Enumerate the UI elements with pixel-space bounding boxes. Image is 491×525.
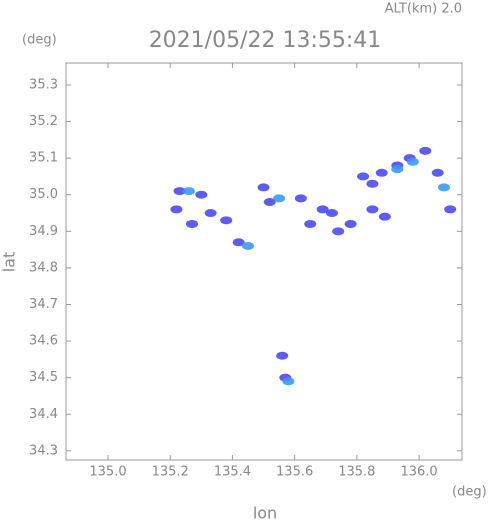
y-tick-label: 34.6 (29, 334, 58, 349)
y-tick-label: 34.8 (29, 260, 58, 275)
x-tick-label: 135.2 (152, 465, 189, 480)
echo (437, 183, 450, 192)
echo (419, 146, 432, 155)
altitude-label: ALT(km) 2.0 (385, 2, 462, 17)
echo (366, 205, 379, 214)
echo (173, 187, 186, 196)
echo (263, 198, 276, 207)
y-tick-label: 35.1 (29, 151, 58, 166)
echo (276, 351, 289, 360)
x-unit: (deg) (452, 485, 487, 500)
echo (316, 205, 329, 214)
echo (444, 205, 457, 214)
echo (232, 238, 245, 247)
echo (273, 194, 286, 203)
echo (332, 227, 345, 236)
plot-frame (65, 62, 463, 461)
y-tick-label: 35.3 (29, 77, 58, 92)
echo (257, 183, 270, 192)
echo (378, 212, 391, 221)
echo (185, 219, 198, 228)
y-tick-label: 34.5 (29, 370, 58, 385)
echo (366, 179, 379, 188)
y-unit: (deg) (22, 33, 57, 48)
y-tick-label: 34.7 (29, 297, 58, 312)
echo (220, 216, 233, 225)
y-tick-label: 35.2 (29, 114, 58, 129)
x-tick-label: 135.0 (89, 465, 126, 480)
x-tick-label: 135.4 (214, 465, 251, 480)
echo (241, 241, 254, 250)
chart-title: 2021/05/22 13:55:41 (149, 28, 382, 53)
echo (391, 165, 404, 174)
y-tick-label: 35.0 (29, 187, 58, 202)
x-tick-label: 135.8 (338, 465, 375, 480)
x-tick-label: 136.0 (400, 465, 437, 480)
echo (406, 157, 419, 166)
echo (195, 190, 208, 199)
echo (282, 377, 295, 386)
echo (357, 172, 370, 181)
echo (325, 209, 338, 218)
y-axis-label: lat (0, 252, 19, 273)
echo (304, 219, 317, 228)
echo (294, 194, 307, 203)
echo (204, 209, 217, 218)
y-tick-label: 34.4 (29, 407, 58, 422)
y-tick-label: 34.3 (29, 443, 58, 458)
echo (431, 168, 444, 177)
echo (182, 187, 195, 196)
echo (375, 168, 388, 177)
echo (344, 219, 357, 228)
y-tick-label: 34.9 (29, 224, 58, 239)
x-tick-label: 135.6 (276, 465, 313, 480)
x-axis-label: lon (253, 504, 277, 522)
echo (170, 205, 183, 214)
